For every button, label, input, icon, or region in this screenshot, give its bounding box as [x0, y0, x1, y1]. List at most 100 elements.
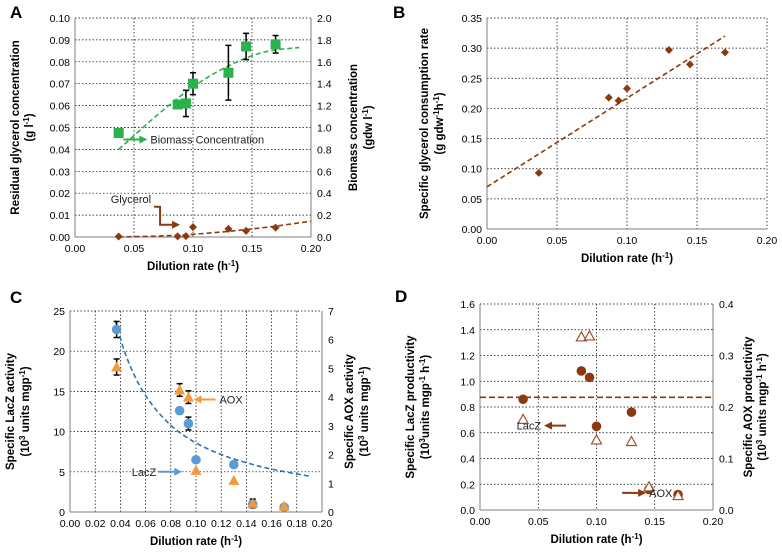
- data-point-diamond: [189, 223, 197, 232]
- y2-tick-label: 3: [328, 421, 334, 433]
- label-segment: h: [757, 364, 769, 374]
- label-segment: h: [434, 103, 446, 110]
- label-segment: (10: [757, 444, 769, 461]
- annotation: LacZ: [517, 421, 567, 433]
- trendline: [114, 320, 310, 478]
- y2-axis-title: Specific AOX activity: [344, 354, 356, 469]
- y2-tick-label: 0: [328, 507, 334, 519]
- panel-letter: B: [393, 3, 405, 22]
- annotation-label: AOX: [219, 394, 243, 406]
- y2-axis-title-units: (103 units mgp-1 h-1): [755, 353, 770, 461]
- y-tick-label: 0.03: [50, 166, 71, 178]
- x-tick-label: 0.16: [261, 518, 282, 530]
- label-segment: (g l: [24, 124, 36, 141]
- trendline: [118, 220, 312, 238]
- y-axis-title: Specific glycerol consumption rate: [419, 28, 431, 219]
- data-point-triangle: [583, 329, 596, 341]
- label-segment: ): [420, 355, 432, 359]
- x-axis-title: Dilution rate (h-1): [150, 534, 242, 549]
- series-glycerol: [114, 223, 280, 241]
- label-segment: ): [669, 253, 673, 265]
- label-segment: h: [420, 366, 432, 376]
- x-tick-label: 0.10: [586, 516, 607, 528]
- gridlines: [75, 17, 312, 237]
- label-segment: units mgp: [757, 382, 769, 440]
- y-tick-label: 1.4: [460, 325, 475, 337]
- trendline: [486, 35, 726, 188]
- y-tick-label: 0.10: [50, 13, 71, 25]
- y-tick-label: 5: [59, 467, 65, 479]
- y2-tick-label: 0.3: [719, 351, 734, 363]
- y2-tick-label: 0.0: [719, 505, 734, 517]
- x-tick-label: 0.00: [60, 518, 81, 530]
- annotation-label: LacZ: [132, 467, 157, 479]
- x-tick-label: 0.05: [124, 243, 145, 255]
- y-tick-label: 0.08: [50, 57, 71, 69]
- data-point-triangle: [517, 413, 530, 424]
- y-tick-label: 20: [53, 346, 65, 358]
- annotation-arrowhead: [174, 467, 183, 476]
- data-point-circle: [229, 459, 239, 470]
- gridlines: [480, 303, 714, 510]
- data-point-square: [188, 78, 198, 89]
- x-tick-label: 0.10: [183, 243, 204, 255]
- label-segment: Dilution rate (h: [581, 253, 662, 265]
- label-segment: ): [238, 536, 242, 548]
- label-superscript: -1: [432, 96, 441, 104]
- x-axis-title: Dilution rate (h-1): [550, 532, 642, 547]
- panel-b: B 0.00 0.05 0.10 0.15 0.20 0.00 0.05 0.10 0.15 0.2…: [393, 3, 777, 265]
- y-tick-label: 0.0: [460, 505, 475, 517]
- x-tick-label: 0.15: [645, 516, 666, 528]
- x-tick-label: 0.14: [236, 518, 257, 530]
- y2-tick-label: 1.8: [317, 35, 332, 47]
- annotation-arrow: [154, 205, 175, 226]
- series-aox: [111, 358, 290, 511]
- annotation-label: AOX: [649, 488, 673, 500]
- y-tick-label: 0.05: [462, 194, 483, 206]
- label-superscript: -1: [632, 532, 640, 541]
- y2-tick-label: 4: [328, 392, 334, 404]
- data-point-square: [270, 39, 281, 50]
- label-superscript: 3: [18, 435, 27, 440]
- label-superscript: -1: [361, 109, 370, 117]
- data-point-diamond: [534, 168, 543, 177]
- y-tick-label: 1.0: [460, 376, 475, 388]
- label-segment: (10: [420, 443, 432, 460]
- annotation: AOX: [622, 488, 673, 500]
- annotation-arrowhead: [139, 135, 148, 144]
- y-axis-title-units: (g gdw-1h-1): [432, 92, 447, 154]
- data-point-circle: [191, 454, 201, 465]
- series-lacz: [111, 320, 290, 512]
- gridlines: [487, 17, 768, 229]
- panel-letter: D: [395, 287, 407, 306]
- x-tick-label: 0.10: [617, 235, 638, 247]
- label-superscript: -1: [418, 375, 427, 383]
- label-segment: (g gdw: [434, 117, 446, 154]
- data-point-diamond: [224, 224, 233, 233]
- y-tick-label: 0.2: [460, 479, 475, 491]
- y2-tick-label: 0.1: [719, 454, 734, 466]
- y2-axis-title: Biomass concentration: [348, 64, 360, 191]
- panel-letter: A: [10, 3, 22, 22]
- panel-a: A 0.00 0.05 0.10 0.15 0.20 0.00 0.01 0.02 0.03 0.0…: [10, 3, 375, 273]
- annotation-label: Glycerol: [111, 194, 151, 206]
- series-lacz: [518, 366, 683, 500]
- y-tick-label: 1.2: [460, 351, 475, 363]
- y-tick-label: 15: [53, 386, 65, 398]
- label-superscript: -1: [755, 357, 764, 365]
- panel-c: C 0.00 0.02 0.04 0.06 0.08 0.10 0.12 0.14 0.16 0.1…: [5, 288, 371, 548]
- data-point-triangle: [590, 433, 603, 445]
- y-tick-label: 1.6: [460, 299, 475, 311]
- label-superscript: -1: [22, 117, 31, 125]
- y-tick-label: 0.20: [462, 103, 483, 115]
- label-segment: Dilution rate (h: [147, 261, 228, 273]
- y2-tick-label: 6: [328, 335, 334, 347]
- data-point-circle: [626, 407, 637, 417]
- annotation-label: Biomass Concentration: [150, 135, 264, 147]
- y-tick-label: 0.06: [50, 101, 71, 113]
- data-point-diamond: [114, 232, 123, 241]
- label-segment: Dilution rate (h: [150, 536, 231, 548]
- data-point-circle: [591, 421, 602, 432]
- x-tick-label: 0.02: [85, 518, 106, 530]
- panel-d: D0.00 0.05 0.10 0.15 0.200.00.20.40.60.81.01…: [395, 287, 769, 546]
